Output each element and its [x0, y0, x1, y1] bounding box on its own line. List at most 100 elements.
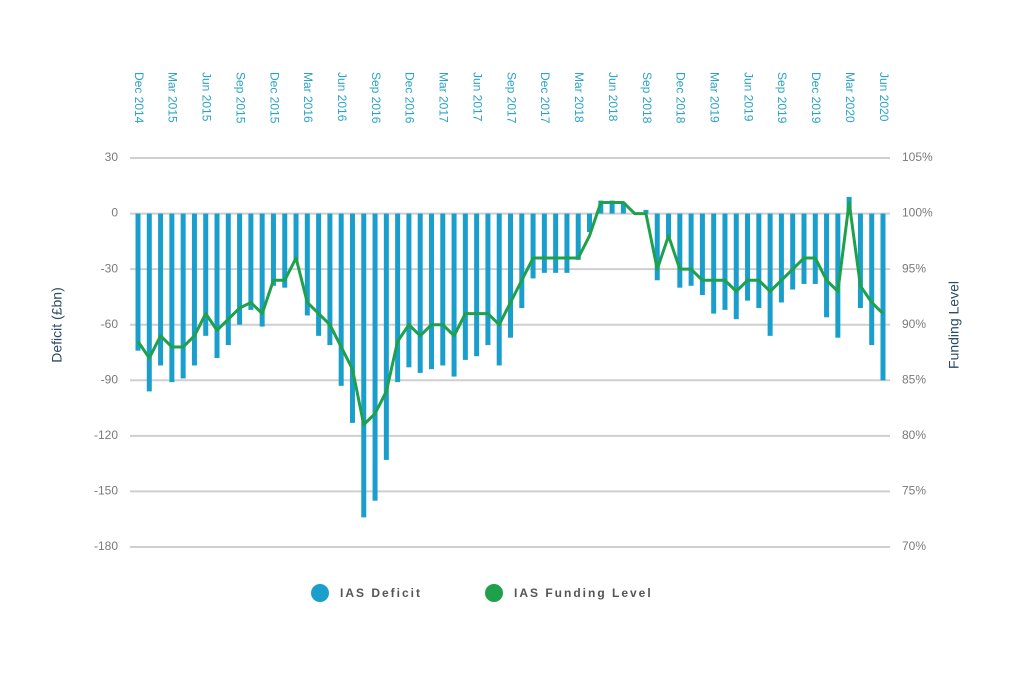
bar [587, 213, 593, 233]
bar [451, 213, 457, 377]
x-tick-label: Dec 2019 [809, 72, 823, 124]
bar [564, 213, 570, 273]
bar [304, 213, 310, 316]
x-tick-label: Jun 2020 [877, 72, 891, 122]
y2-tick-label: 105% [902, 150, 933, 164]
bar [778, 213, 784, 303]
bar [857, 213, 863, 309]
x-tick-label: Mar 2016 [301, 72, 315, 123]
bar [812, 213, 818, 284]
bar [575, 213, 581, 260]
x-tick-label: Sep 2018 [640, 72, 654, 124]
bar [338, 213, 344, 386]
bar [541, 213, 547, 273]
x-tick-label: Mar 2015 [166, 72, 180, 123]
bar [508, 213, 513, 338]
bar [711, 213, 717, 314]
y2-tick-label: 70% [902, 539, 926, 553]
x-tick-label: Sep 2017 [504, 72, 518, 124]
bar [316, 213, 322, 336]
y2-tick-label: 100% [902, 206, 933, 220]
y-tick-label: 0 [111, 206, 118, 220]
bar [293, 213, 299, 262]
x-tick-label: Jun 2018 [606, 72, 620, 122]
x-tick-label: Dec 2017 [538, 72, 552, 124]
bar [824, 213, 830, 318]
bar [214, 213, 220, 359]
legend-marker [485, 584, 503, 602]
bar [790, 213, 796, 290]
y2-tick-label: 90% [902, 317, 926, 331]
bar [880, 213, 886, 381]
line [136, 200, 885, 427]
x-tick-label: Sep 2019 [775, 72, 789, 124]
bar [169, 213, 175, 383]
bar [191, 213, 197, 366]
bar [361, 213, 367, 518]
y-axis-title: Deficit (£bn) [49, 287, 65, 362]
x-tick-label: Sep 2015 [233, 72, 247, 124]
bar [745, 213, 751, 301]
x-tick-label: Jun 2017 [470, 72, 484, 122]
y-tick-label: -30 [101, 261, 119, 275]
y-tick-label: -180 [94, 539, 118, 553]
bar [699, 213, 705, 296]
y-tick-label: -150 [94, 484, 118, 498]
bar [135, 213, 141, 351]
x-tick-label: Mar 2020 [843, 72, 857, 123]
legend-label: IAS Deficit [340, 586, 422, 600]
bar [553, 213, 559, 273]
x-tick-label: Jun 2019 [741, 72, 755, 122]
bar [474, 213, 480, 357]
y2-axis-title: Funding Level [946, 281, 962, 369]
x-tick-label: Mar 2017 [437, 72, 451, 123]
y2-tick-label: 85% [902, 372, 926, 386]
x-tick-label: Mar 2019 [708, 72, 722, 123]
bar [237, 213, 243, 325]
x-tick-label: Mar 2018 [572, 72, 586, 123]
bar [417, 213, 423, 373]
bar [485, 213, 491, 346]
bar [428, 213, 434, 370]
x-tick-label: Dec 2018 [674, 72, 688, 124]
y-tick-label: -90 [101, 372, 119, 386]
bar [666, 213, 672, 238]
bar [146, 213, 152, 392]
bar [733, 213, 739, 320]
y2-tick-label: 95% [902, 261, 926, 275]
y-tick-label: -60 [101, 317, 119, 331]
bar [869, 213, 875, 346]
bar [519, 213, 525, 309]
bar [270, 213, 276, 286]
bar [349, 213, 355, 423]
y2-tick-label: 75% [902, 484, 926, 498]
bar [496, 213, 502, 366]
bar [801, 213, 807, 284]
bar [530, 213, 536, 279]
bar [372, 213, 378, 501]
legend-marker [311, 584, 329, 602]
bar [440, 213, 446, 366]
bar [406, 213, 412, 368]
bar [767, 213, 773, 336]
bar [158, 213, 164, 366]
y-tick-label: -120 [94, 428, 118, 442]
y-tick-label: 30 [105, 150, 119, 164]
bar [395, 213, 401, 383]
bar [643, 209, 649, 214]
bar [282, 213, 288, 288]
bar [248, 213, 254, 310]
bar [620, 202, 626, 214]
x-tick-label: Sep 2016 [369, 72, 383, 124]
bar [203, 213, 209, 336]
x-tick-label: Dec 2016 [403, 72, 417, 124]
bar [677, 213, 683, 288]
bar [327, 213, 333, 346]
bar [462, 213, 468, 360]
bar [225, 213, 231, 346]
legend-label: IAS Funding Level [514, 586, 653, 600]
y2-tick-label: 80% [902, 428, 926, 442]
x-tick-label: Jun 2016 [335, 72, 349, 122]
bar [756, 213, 762, 309]
